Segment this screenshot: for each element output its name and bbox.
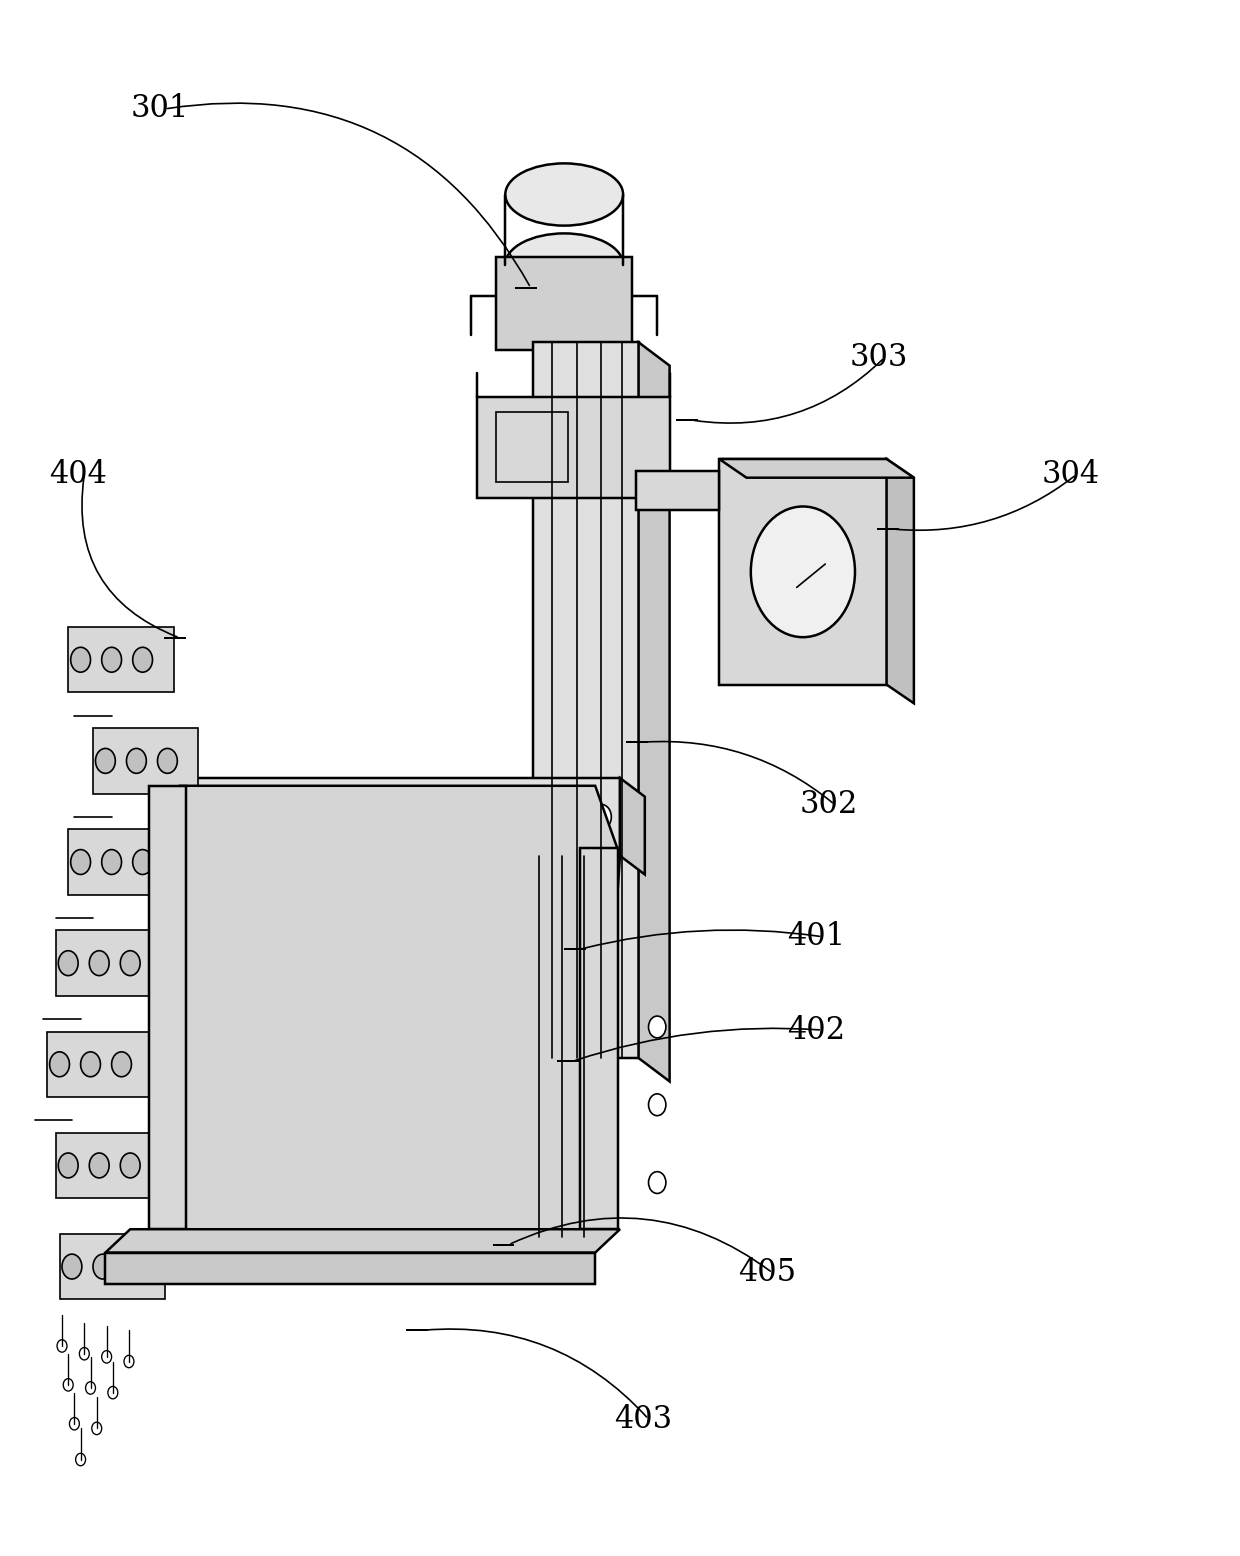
Circle shape <box>69 1418 79 1430</box>
Circle shape <box>649 1016 666 1038</box>
Circle shape <box>92 1422 102 1435</box>
Bar <box>533 342 639 1058</box>
Polygon shape <box>639 342 670 1081</box>
Bar <box>56 930 161 996</box>
Text: 302: 302 <box>800 789 858 820</box>
Circle shape <box>63 1379 73 1391</box>
Circle shape <box>62 1254 82 1279</box>
Text: 303: 303 <box>849 342 908 373</box>
Circle shape <box>79 1347 89 1360</box>
Text: 403: 403 <box>614 1404 672 1435</box>
Circle shape <box>126 748 146 773</box>
Circle shape <box>120 951 140 976</box>
Bar <box>149 786 186 1229</box>
Polygon shape <box>620 778 645 874</box>
FancyArrowPatch shape <box>82 478 177 636</box>
FancyArrowPatch shape <box>167 103 529 285</box>
Bar <box>496 412 568 482</box>
Polygon shape <box>155 786 620 1229</box>
Circle shape <box>124 1355 134 1368</box>
Circle shape <box>58 951 78 976</box>
Polygon shape <box>887 459 914 703</box>
Circle shape <box>133 647 153 672</box>
Circle shape <box>102 1351 112 1363</box>
Text: 404: 404 <box>50 459 108 490</box>
Bar <box>329 1027 570 1089</box>
Bar <box>56 1133 161 1198</box>
Text: 401: 401 <box>787 921 846 952</box>
Circle shape <box>71 850 91 874</box>
Bar <box>378 918 570 980</box>
Circle shape <box>57 1340 67 1352</box>
Circle shape <box>50 1052 69 1077</box>
Bar <box>155 778 620 856</box>
FancyArrowPatch shape <box>895 476 1074 531</box>
Text: 301: 301 <box>130 93 188 124</box>
Circle shape <box>219 804 239 829</box>
Circle shape <box>89 1153 109 1178</box>
Circle shape <box>112 1052 131 1077</box>
Circle shape <box>108 1386 118 1399</box>
Polygon shape <box>105 1229 620 1253</box>
Circle shape <box>750 506 856 638</box>
Circle shape <box>95 748 115 773</box>
Bar <box>719 459 887 685</box>
Bar <box>68 829 174 895</box>
Circle shape <box>188 804 208 829</box>
Circle shape <box>102 647 122 672</box>
Bar <box>496 257 632 350</box>
Circle shape <box>157 748 177 773</box>
Circle shape <box>89 951 109 976</box>
Circle shape <box>93 1254 113 1279</box>
FancyArrowPatch shape <box>694 359 882 423</box>
Text: 405: 405 <box>738 1257 796 1288</box>
Ellipse shape <box>506 163 624 226</box>
FancyArrowPatch shape <box>583 930 820 949</box>
Circle shape <box>649 1094 666 1116</box>
Circle shape <box>86 1382 95 1394</box>
Bar <box>477 397 670 498</box>
Polygon shape <box>570 918 593 996</box>
Bar <box>47 1032 153 1097</box>
Circle shape <box>76 1453 86 1466</box>
Bar <box>580 848 618 1229</box>
Bar <box>105 1253 595 1284</box>
Circle shape <box>649 1172 666 1193</box>
Circle shape <box>133 850 153 874</box>
Circle shape <box>58 1153 78 1178</box>
Polygon shape <box>570 1027 593 1105</box>
Circle shape <box>102 850 122 874</box>
Circle shape <box>120 1153 140 1178</box>
Text: 402: 402 <box>787 1015 846 1046</box>
Polygon shape <box>719 459 914 478</box>
FancyArrowPatch shape <box>424 1329 646 1418</box>
Circle shape <box>81 1052 100 1077</box>
FancyArrowPatch shape <box>645 742 832 803</box>
Ellipse shape <box>506 233 624 296</box>
Bar <box>60 1234 165 1299</box>
Bar <box>636 471 719 510</box>
Circle shape <box>124 1254 144 1279</box>
Text: 304: 304 <box>1042 459 1100 490</box>
Circle shape <box>591 804 611 829</box>
FancyArrowPatch shape <box>575 1029 820 1060</box>
Circle shape <box>560 804 580 829</box>
Circle shape <box>71 647 91 672</box>
FancyArrowPatch shape <box>511 1218 770 1271</box>
Bar <box>68 627 174 692</box>
Bar <box>93 728 198 794</box>
